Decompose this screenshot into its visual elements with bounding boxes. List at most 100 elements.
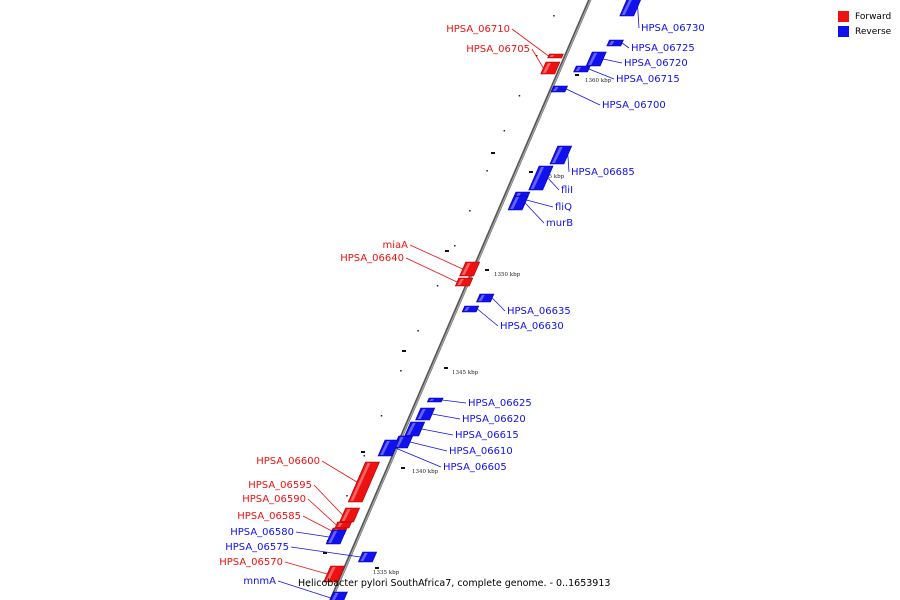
gene-HPSA_06570[interactable]	[323, 565, 346, 583]
gene-label[interactable]: HPSA_06720	[624, 58, 688, 69]
reverse-swatch	[838, 26, 849, 37]
gene-label[interactable]: HPSA_06585	[237, 511, 301, 522]
scale-ticks: 1335 kbp 1340 kbp 1345 kbp 1350 kbp 1355 kbp…	[373, 74, 612, 576]
gene-label[interactable]: miaA	[383, 240, 409, 251]
backbone-dot	[436, 285, 439, 287]
gene-block	[329, 591, 348, 600]
gene-label[interactable]: HPSA_06620	[462, 414, 526, 425]
gene-label[interactable]: HPSA_06710	[446, 24, 510, 35]
gene-features	[323, 0, 642, 600]
backbone-highlight	[330, 0, 591, 600]
gene-highlight	[417, 409, 426, 419]
gene-label[interactable]: HPSA_06700	[602, 100, 666, 111]
gene-HPSA_06685[interactable]	[549, 145, 573, 165]
gene-label[interactable]: HPSA_06595	[248, 480, 312, 491]
gene-HPSA_06635[interactable]	[475, 293, 495, 303]
gene-highlight	[337, 523, 343, 527]
forward-swatch	[838, 11, 849, 22]
gene-HPSA_06715[interactable]	[573, 65, 591, 73]
gene-HPSA_06730[interactable]	[619, 0, 642, 17]
gene-label[interactable]: HPSA_06635	[507, 306, 571, 317]
gene-highlight	[510, 197, 520, 209]
gene-label[interactable]: HPSA_06600	[256, 456, 320, 467]
gene-HPSA_06595[interactable]	[339, 507, 361, 523]
gene-block	[540, 61, 561, 75]
scale-tick-mark	[575, 74, 579, 76]
gene-label[interactable]: HPSA_06590	[242, 494, 306, 505]
gene-HPSA_06720[interactable]	[585, 51, 607, 67]
gene-leader-line	[567, 154, 570, 173]
scale-tick-label: 1345 kbp	[452, 370, 479, 376]
gene-fliI[interactable]	[528, 165, 554, 191]
gene-label[interactable]: HPSA_06580	[230, 527, 294, 538]
gene-label[interactable]: fliI	[561, 185, 573, 196]
gene-block	[619, 0, 641, 17]
gene-HPSA_06575[interactable]	[357, 551, 378, 563]
gene-label[interactable]: HPSA_06640	[340, 253, 404, 264]
gene-HPSA_06705[interactable]	[540, 61, 561, 75]
gene-label[interactable]: murB	[546, 218, 573, 229]
gene-HPSA_06600[interactable]	[347, 461, 380, 503]
backbone-dot	[535, 55, 538, 57]
gene-label[interactable]: HPSA_06685	[571, 167, 635, 178]
legend-item-forward: Forward	[838, 9, 891, 24]
gene-HPSA_06590[interactable]	[334, 521, 353, 529]
gene-label[interactable]: HPSA_06605	[443, 462, 507, 473]
gene-highlight	[325, 567, 336, 581]
gene-highlight	[461, 263, 471, 275]
gene-HPSA_06625[interactable]	[426, 397, 444, 403]
gene-highlight	[350, 463, 371, 501]
legend: Forward Reverse	[838, 9, 891, 39]
gene-highlight	[530, 167, 545, 189]
gene-block	[334, 521, 353, 529]
gene-label[interactable]: HPSA_06575	[225, 542, 289, 553]
gene-label[interactable]: HPSA_06625	[468, 398, 532, 409]
gene-leader-line	[566, 88, 601, 106]
gene-HPSA_06640[interactable]	[454, 277, 474, 287]
gene-label[interactable]: HPSA_06730	[641, 23, 705, 34]
gene-leader-line	[277, 580, 331, 599]
gene-miaA[interactable]	[459, 261, 481, 277]
gene-label[interactable]: HPSA_06630	[500, 321, 564, 332]
gene-label[interactable]: HPSA_06615	[455, 430, 519, 441]
scale-tick-mark	[444, 367, 448, 369]
gene-mnmA[interactable]	[328, 591, 348, 600]
gene-label[interactable]: HPSA_06705	[466, 44, 530, 55]
gene-HPSA_06725[interactable]	[606, 39, 624, 47]
gene-label[interactable]: HPSA_06715	[616, 74, 680, 85]
gene-leader-line	[284, 561, 328, 575]
gene-block	[404, 421, 426, 437]
gene-label[interactable]: mnmA	[243, 576, 276, 587]
gene-highlight	[429, 399, 435, 401]
gene-HPSA_06605[interactable]	[377, 439, 400, 457]
gene-label[interactable]: HPSA_06610	[449, 446, 513, 457]
gene-HPSA_06630[interactable]	[461, 305, 480, 313]
scale-tick-mark	[529, 171, 533, 173]
gene-HPSA_06620[interactable]	[415, 407, 436, 421]
gene-block	[339, 507, 361, 523]
gene-highlight	[549, 55, 555, 57]
gene-HPSA_06615[interactable]	[404, 421, 426, 437]
tick-dash	[491, 152, 495, 154]
gene-HPSA_06710[interactable]	[547, 53, 564, 59]
gene-block	[325, 529, 347, 545]
gene-label[interactable]: HPSA_06570	[219, 557, 283, 568]
gene-HPSA_06580[interactable]	[325, 529, 347, 545]
gene-block	[461, 305, 480, 313]
gene-murB[interactable]	[507, 195, 529, 211]
gene-highlight	[457, 279, 464, 285]
scale-tick-mark	[375, 567, 379, 569]
gene-highlight	[360, 553, 368, 561]
scale-tick-label: 1355 kbp	[538, 174, 565, 180]
gene-label[interactable]: fliQ	[555, 202, 572, 213]
backbone-dot	[486, 170, 488, 172]
gene-leader-line	[290, 546, 361, 558]
gene-block	[347, 461, 380, 503]
scale-tick-mark	[401, 467, 405, 469]
gene-block	[550, 85, 569, 93]
gene-HPSA_06610[interactable]	[393, 435, 414, 449]
gene-label[interactable]: HPSA_06725	[631, 43, 695, 54]
gene-HPSA_06700[interactable]	[550, 85, 569, 93]
scale-tick-label: 1360 kbp	[585, 78, 612, 84]
